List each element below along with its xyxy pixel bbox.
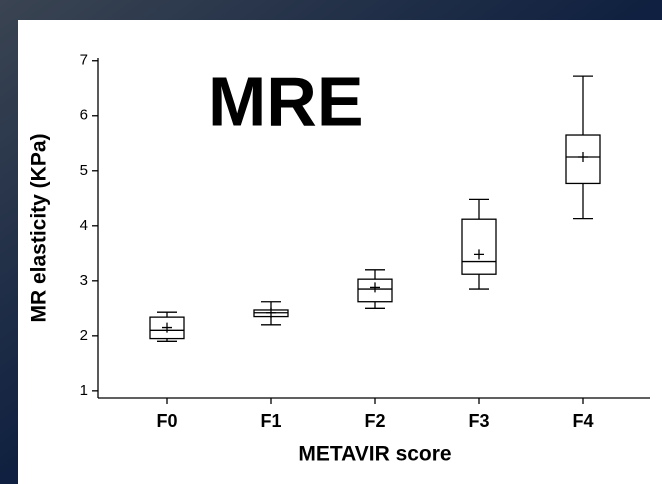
x-tick-label: F1 <box>260 411 281 431</box>
y-tick-label: 6 <box>80 107 88 124</box>
chart: MRE METAVIR score MR elasticity (KPa) 1 2… <box>0 0 662 484</box>
y-tick-label: 7 <box>80 52 88 69</box>
x-tick-label: F0 <box>156 411 177 431</box>
y-tick-label: 2 <box>80 327 88 344</box>
y-axis-label: MR elasticity (KPa) <box>28 133 51 322</box>
page: MRE METAVIR score MR elasticity (KPa) 1 2… <box>0 0 662 484</box>
y-tick-label: 4 <box>80 217 88 234</box>
annotation: MRE <box>208 62 364 140</box>
x-tick-label: F4 <box>572 411 593 431</box>
y-tick-label: 5 <box>80 162 88 179</box>
x-tick-label: F3 <box>468 411 489 431</box>
x-tick-label: F2 <box>364 411 385 431</box>
y-tick-label: 1 <box>80 382 88 399</box>
x-axis-label: METAVIR score <box>298 443 451 466</box>
y-tick-label: 3 <box>80 272 88 289</box>
